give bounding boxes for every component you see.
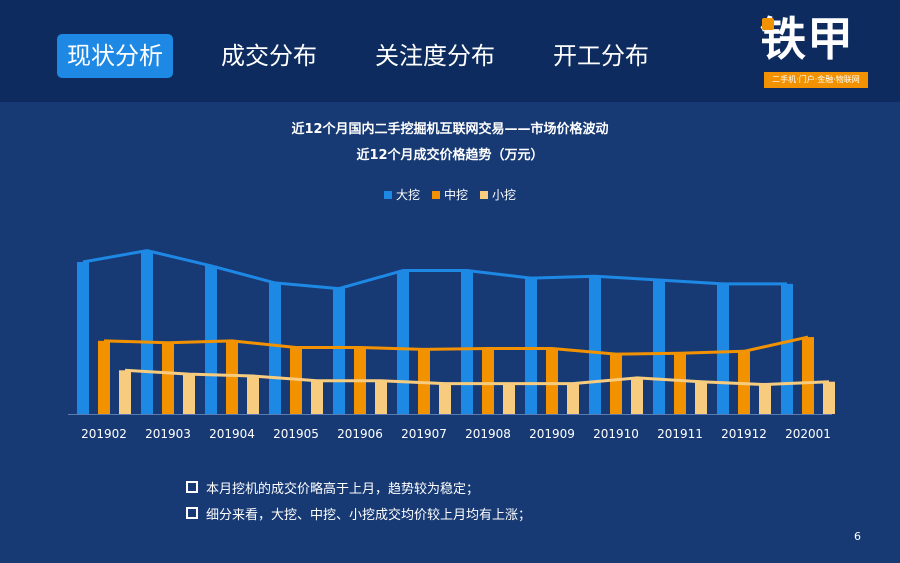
- nav-tabs: 现状分析 成交分布 关注度分布 开工分布: [57, 34, 697, 78]
- bar-large-201906: [333, 288, 345, 414]
- legend-swatch-small: [480, 190, 488, 199]
- bar-medium-201910: [610, 354, 622, 414]
- note-item: 细分来看，大挖、中挖、小挖成交均价较上月均有上涨；: [186, 500, 531, 526]
- tab-attention-distribution[interactable]: 关注度分布: [375, 42, 495, 70]
- legend-label-small: 小挖: [492, 188, 517, 202]
- note-text: 细分来看，大挖、中挖、小挖成交均价较上月均有上涨；: [206, 507, 532, 523]
- bar-medium-201902: [98, 340, 110, 414]
- legend-item-medium: 中挖: [431, 186, 468, 203]
- bar-small-201911: [695, 381, 707, 414]
- bar-medium-201904: [226, 340, 238, 414]
- tiejia-logo: 铁甲 二手机·门户·金融·物联网: [752, 8, 874, 92]
- bar-large-201909: [525, 278, 537, 414]
- bar-large-201912: [717, 283, 729, 414]
- legend-swatch-medium: [431, 190, 440, 199]
- bar-small-201908: [503, 383, 515, 414]
- top-bar: 现状分析 成交分布 关注度分布 开工分布 铁甲 二手机·门户·金融·物联网: [0, 0, 900, 102]
- bar-small-201902: [119, 370, 131, 414]
- x-tick-label: 202001: [785, 427, 831, 441]
- legend-item-small: 小挖: [480, 186, 516, 203]
- x-tick-label: 201908: [465, 427, 511, 441]
- x-tick-label: 201905: [273, 427, 319, 441]
- bar-medium-201911: [674, 353, 686, 414]
- bar-large-201902: [77, 262, 89, 414]
- chart-legend: 大挖 中挖 小挖: [0, 186, 900, 203]
- bar-medium-202001: [802, 337, 814, 414]
- bar-large-201907: [397, 270, 409, 414]
- notes-list: 本月挖机的成交价略高于上月，趋势较为稳定； 细分来看，大挖、中挖、小挖成交均价较…: [186, 474, 531, 526]
- trend-line-large: [82, 249, 787, 291]
- x-tick-label: 201909: [529, 427, 575, 441]
- note-item: 本月挖机的成交价略高于上月，趋势较为稳定；: [186, 474, 531, 500]
- logo-text: 铁甲: [760, 12, 854, 66]
- legend-item-large: 大挖: [383, 186, 420, 203]
- page-number: 6: [854, 530, 861, 543]
- x-tick-label: 201912: [721, 427, 767, 441]
- bar-small-202001: [823, 381, 835, 414]
- bar-medium-201908: [482, 348, 494, 414]
- bar-large-201911: [653, 280, 665, 414]
- legend-label-large: 大挖: [395, 188, 420, 202]
- bar-small-201910: [631, 377, 643, 414]
- bar-small-201905: [311, 380, 323, 414]
- x-tick-label: 201904: [209, 427, 255, 441]
- bar-small-201909: [567, 383, 579, 414]
- bar-medium-201905: [290, 347, 302, 414]
- bar-large-201905: [269, 282, 281, 414]
- bar-small-201903: [183, 374, 195, 414]
- x-tick-label: 201907: [401, 427, 447, 441]
- logo-accent-mark: [762, 18, 774, 30]
- tab-operation-distribution[interactable]: 开工分布: [553, 42, 649, 70]
- bar-small-201904: [247, 376, 259, 414]
- bar-large-201910: [589, 276, 601, 414]
- bar-small-201912: [759, 384, 771, 414]
- bar-small-201907: [439, 383, 451, 414]
- x-tick-label: 201903: [145, 427, 191, 441]
- x-tick-label: 201902: [81, 427, 127, 441]
- tab-deal-distribution[interactable]: 成交分布: [221, 42, 317, 70]
- bar-large-202001: [781, 283, 793, 414]
- x-tick-label: 201911: [657, 427, 703, 441]
- bar-small-201906: [375, 380, 387, 414]
- legend-label-medium: 中挖: [443, 188, 468, 202]
- logo-tagline: 二手机·门户·金融·物联网: [764, 72, 868, 88]
- x-tick-label: 201910: [593, 427, 639, 441]
- chart-subtitle: 近12个月成交价格趋势（万元）: [356, 148, 544, 163]
- bar-large-201908: [461, 270, 473, 414]
- price-trend-chart: 201902 201903 201904 201905 201906 201907 2019…: [68, 249, 835, 441]
- legend-swatch-large: [383, 190, 392, 199]
- trend-line-small: [124, 368, 830, 387]
- bar-large-201904: [205, 265, 217, 414]
- checkbox-bullet-icon: [186, 481, 198, 493]
- tab-status-analysis[interactable]: 现状分析: [57, 34, 173, 78]
- trend-line-medium: [103, 335, 809, 356]
- x-tick-label: 201906: [337, 427, 383, 441]
- bar-medium-201909: [546, 348, 558, 414]
- chart-title: 近12个月国内二手挖掘机互联网交易——市场价格波动: [291, 122, 609, 137]
- checkbox-bullet-icon: [186, 507, 198, 519]
- bar-large-201903: [141, 250, 153, 414]
- bar-medium-201903: [162, 342, 174, 414]
- note-text: 本月挖机的成交价略高于上月，趋势较为稳定；: [206, 481, 480, 497]
